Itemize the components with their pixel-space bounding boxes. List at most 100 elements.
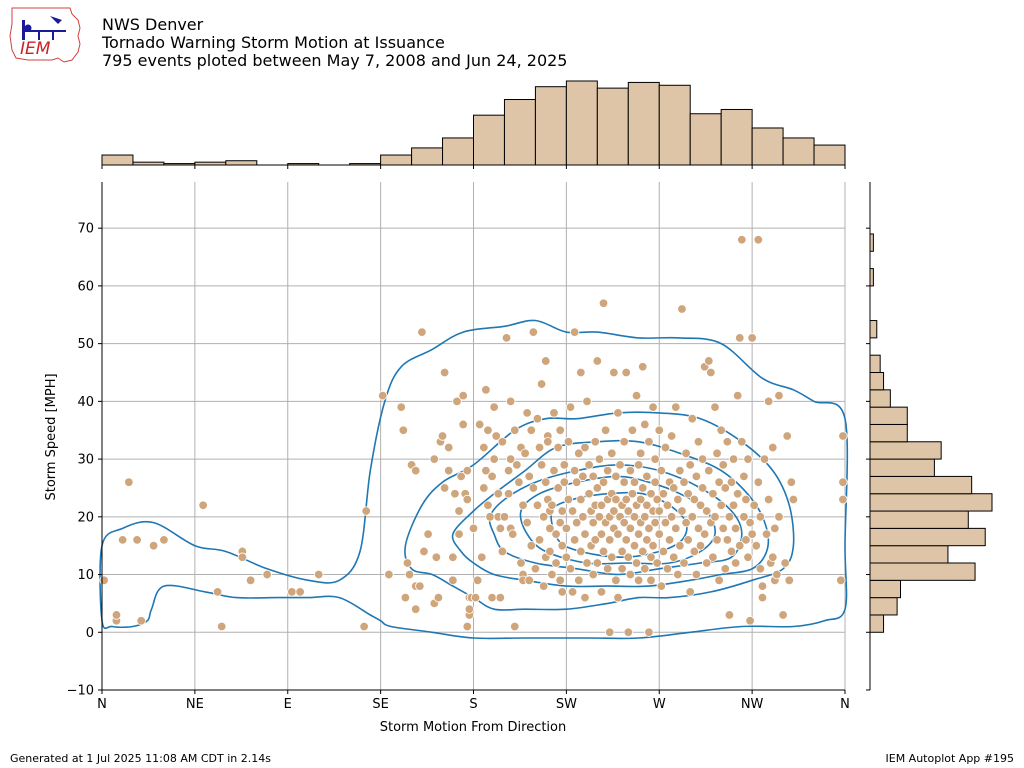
data-point bbox=[419, 546, 429, 557]
data-point bbox=[716, 425, 726, 435]
data-point bbox=[99, 575, 109, 586]
data-point bbox=[838, 477, 848, 487]
data-point bbox=[716, 500, 726, 510]
data-point bbox=[458, 390, 468, 401]
data-point bbox=[588, 569, 598, 580]
data-point bbox=[650, 477, 660, 487]
right-hist-bar bbox=[869, 354, 881, 374]
right-hist-bar bbox=[869, 268, 874, 287]
top-hist-bar bbox=[720, 108, 753, 166]
data-point bbox=[561, 523, 572, 534]
data-point bbox=[784, 575, 794, 586]
data-point bbox=[555, 575, 565, 586]
data-point bbox=[714, 575, 724, 586]
data-point bbox=[493, 489, 503, 499]
right-hist-bar bbox=[869, 527, 986, 547]
y-tick-label: 70 bbox=[77, 222, 94, 237]
data-point bbox=[530, 564, 541, 574]
data-point bbox=[677, 304, 687, 314]
data-point bbox=[708, 552, 718, 562]
data-point bbox=[462, 621, 473, 632]
data-point bbox=[646, 489, 656, 499]
data-point bbox=[739, 471, 749, 482]
x-tick-label: S bbox=[469, 697, 477, 712]
data-point bbox=[559, 460, 570, 470]
data-point bbox=[582, 558, 592, 568]
data-point bbox=[625, 523, 636, 534]
data-point bbox=[132, 535, 142, 545]
data-point bbox=[237, 552, 248, 562]
data-point bbox=[411, 465, 421, 476]
data-point bbox=[598, 546, 609, 557]
data-point bbox=[679, 558, 689, 568]
data-point bbox=[470, 592, 481, 603]
data-point bbox=[718, 523, 728, 534]
data-point bbox=[726, 546, 737, 557]
data-point bbox=[633, 460, 644, 470]
top-hist-bar bbox=[225, 160, 258, 166]
data-point bbox=[699, 529, 710, 539]
data-point bbox=[495, 592, 506, 603]
data-point bbox=[743, 454, 753, 464]
top-hist-bar bbox=[411, 147, 444, 166]
data-point bbox=[549, 408, 559, 418]
data-point bbox=[726, 477, 737, 487]
data-point bbox=[772, 569, 782, 580]
data-point bbox=[594, 454, 605, 464]
data-point bbox=[489, 402, 499, 412]
data-point bbox=[623, 627, 633, 637]
right-hist-bar bbox=[869, 510, 969, 529]
x-tick-label: NW bbox=[741, 697, 764, 712]
data-point bbox=[788, 494, 799, 505]
data-point bbox=[489, 454, 499, 464]
data-point bbox=[477, 552, 487, 562]
data-point bbox=[448, 552, 458, 562]
data-point bbox=[520, 448, 530, 459]
contour-line bbox=[519, 475, 716, 565]
data-point bbox=[538, 512, 549, 522]
data-point bbox=[629, 512, 640, 522]
right-hist-bar bbox=[869, 233, 874, 252]
data-point bbox=[547, 500, 557, 510]
data-point bbox=[569, 327, 580, 337]
data-point bbox=[474, 419, 485, 430]
data-point bbox=[836, 575, 846, 586]
data-point bbox=[555, 425, 565, 435]
data-point bbox=[510, 621, 520, 632]
data-point bbox=[415, 581, 425, 591]
right-hist-bar bbox=[869, 614, 885, 633]
data-point bbox=[662, 500, 673, 510]
data-point bbox=[528, 327, 539, 337]
data-point bbox=[503, 489, 514, 499]
data-point bbox=[576, 546, 586, 557]
data-point bbox=[485, 512, 495, 522]
data-point bbox=[609, 506, 619, 516]
x-tick-label: SW bbox=[556, 697, 577, 712]
right-hist-bar bbox=[869, 493, 993, 512]
data-point bbox=[654, 506, 664, 516]
data-point bbox=[693, 523, 704, 534]
top-hist-bar bbox=[596, 87, 629, 166]
data-point bbox=[660, 517, 671, 528]
x-tick-label: N bbox=[97, 697, 107, 712]
data-point bbox=[695, 540, 706, 551]
data-point bbox=[549, 465, 559, 476]
data-point bbox=[681, 448, 691, 459]
logo-text: IEM bbox=[20, 39, 51, 59]
data-point bbox=[646, 552, 656, 562]
data-point bbox=[745, 616, 755, 626]
data-point bbox=[454, 529, 464, 539]
data-point bbox=[679, 477, 689, 487]
data-point bbox=[524, 471, 534, 482]
top-hist-bar bbox=[534, 86, 567, 166]
data-point bbox=[712, 535, 722, 545]
data-point bbox=[671, 523, 681, 534]
data-point bbox=[728, 454, 739, 464]
data-point bbox=[691, 569, 702, 580]
right-hist-bar bbox=[869, 579, 901, 599]
data-point bbox=[592, 356, 603, 366]
data-point bbox=[508, 529, 518, 539]
data-point bbox=[635, 494, 646, 505]
data-point bbox=[505, 396, 516, 407]
data-point bbox=[609, 367, 619, 378]
